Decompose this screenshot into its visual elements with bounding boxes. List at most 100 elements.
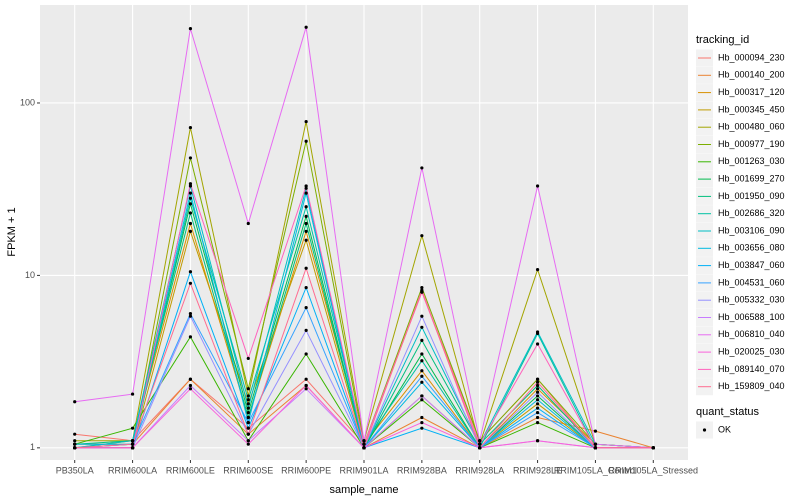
data-point	[130, 426, 135, 430]
data-point	[304, 205, 308, 209]
data-point	[73, 432, 77, 436]
data-point	[420, 394, 424, 398]
x-tick-label: RRIM901LA	[339, 465, 388, 475]
data-point	[188, 26, 193, 31]
legend-label: Hb_000140_200	[718, 70, 785, 80]
legend-label: Hb_000345_450	[718, 104, 785, 114]
data-point	[304, 238, 308, 242]
data-point	[246, 356, 250, 361]
legend-label: Hb_005332_030	[718, 295, 785, 305]
legend-label: Hb_000317_120	[718, 87, 785, 97]
legend-point	[702, 428, 707, 432]
data-point	[188, 335, 193, 339]
data-point	[246, 439, 250, 443]
data-point	[246, 421, 250, 425]
data-point	[246, 387, 250, 391]
y-axis-label: FPKM + 1	[6, 207, 18, 256]
data-point	[535, 402, 540, 406]
data-point	[535, 383, 540, 388]
legend-label: OK	[718, 424, 731, 434]
legend-label: Hb_089140_070	[718, 364, 785, 374]
data-point	[535, 411, 540, 415]
data-point	[246, 432, 250, 436]
data-point	[535, 268, 540, 272]
data-point	[304, 139, 308, 143]
legend-label: Hb_003847_060	[718, 260, 785, 270]
data-point	[651, 446, 655, 450]
data-point	[420, 369, 424, 373]
x-tick-label: RRIM928BA	[397, 465, 447, 475]
data-point	[304, 186, 308, 190]
data-point	[420, 380, 424, 384]
data-point	[188, 211, 193, 215]
data-point	[304, 266, 308, 270]
data-point	[188, 184, 193, 188]
data-point	[304, 377, 308, 381]
x-tick-label: RRIM600SE	[223, 465, 273, 475]
data-point	[188, 202, 193, 206]
data-point	[478, 439, 482, 443]
data-point	[246, 426, 250, 430]
legend-title: tracking_id	[696, 34, 749, 46]
data-point	[420, 421, 424, 425]
data-point	[535, 415, 540, 420]
data-point	[304, 352, 308, 356]
data-point	[73, 446, 77, 450]
data-point	[420, 359, 424, 363]
data-point	[478, 446, 482, 450]
data-point	[188, 281, 193, 285]
y-tick-label: 100	[20, 97, 35, 107]
data-point	[304, 387, 308, 391]
legend-label: Hb_004531_060	[718, 277, 785, 287]
x-tick-label: RRIM600PE	[281, 465, 331, 475]
x-tick-label: PB350LA	[56, 465, 94, 475]
data-point	[304, 191, 308, 195]
data-point	[188, 156, 193, 160]
data-point	[246, 406, 250, 410]
data-point	[535, 377, 540, 381]
data-point	[420, 166, 424, 170]
legend-label: Hb_020025_030	[718, 346, 785, 356]
data-point	[535, 439, 540, 443]
data-point	[130, 439, 135, 443]
data-point	[593, 446, 598, 450]
data-point	[535, 380, 540, 384]
data-point	[535, 398, 540, 402]
point-legend-title: quant_status	[696, 406, 759, 418]
legend-label: Hb_000094_230	[718, 52, 785, 62]
data-point	[304, 25, 308, 29]
legend-label: Hb_003106_090	[718, 225, 785, 235]
x-tick-label: RRIM928LA	[455, 465, 504, 475]
data-point	[535, 394, 540, 398]
data-point	[420, 234, 424, 238]
x-tick-label: RRIM600LA	[108, 465, 157, 475]
data-point	[246, 415, 250, 420]
data-point	[130, 442, 135, 446]
data-point	[188, 312, 193, 316]
data-point	[188, 314, 193, 318]
data-point	[420, 325, 424, 329]
data-point	[420, 338, 424, 342]
legend-label: Hb_001263_030	[718, 156, 785, 166]
data-point	[246, 442, 250, 446]
data-point	[246, 398, 250, 402]
data-point	[188, 196, 193, 200]
data-point	[73, 439, 77, 443]
legend-label: Hb_002686_320	[718, 208, 785, 218]
data-point	[188, 229, 193, 233]
data-point	[304, 119, 308, 124]
data-point	[535, 406, 540, 410]
data-point	[188, 182, 193, 186]
data-point	[188, 191, 193, 195]
data-point	[73, 442, 77, 446]
data-point	[593, 429, 598, 433]
data-point	[362, 439, 366, 443]
data-point	[304, 383, 308, 388]
data-point	[535, 387, 540, 391]
data-point	[478, 442, 482, 446]
data-point	[246, 394, 250, 398]
data-point	[420, 285, 424, 290]
data-point	[535, 390, 540, 394]
data-point	[420, 314, 424, 318]
data-point	[304, 221, 308, 226]
